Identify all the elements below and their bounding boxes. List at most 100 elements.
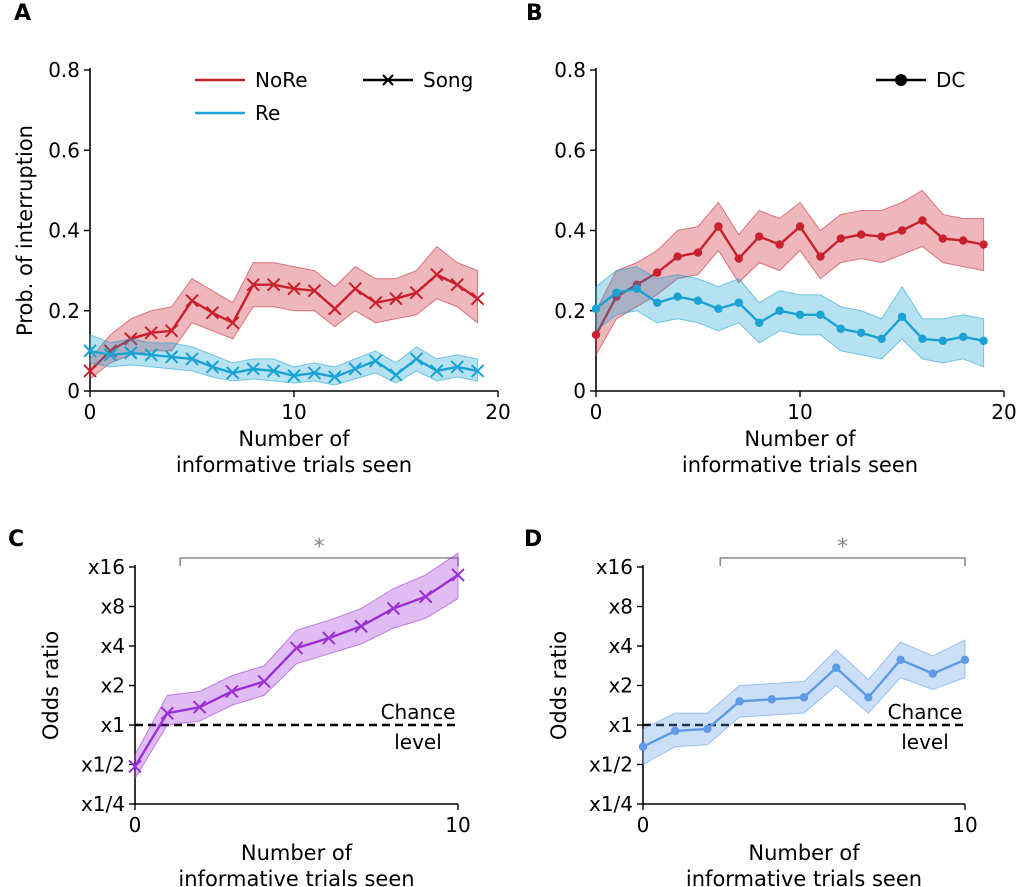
y-tick-label: x16 bbox=[596, 555, 633, 579]
panel-letter: A bbox=[14, 1, 31, 26]
data-point bbox=[287, 369, 301, 383]
data-point bbox=[328, 370, 342, 384]
data-point bbox=[225, 684, 239, 699]
x-tick-label: 0 bbox=[84, 400, 97, 424]
data-point bbox=[386, 601, 401, 616]
data-point bbox=[632, 284, 641, 293]
data-point bbox=[836, 324, 845, 334]
data-point bbox=[368, 296, 383, 310]
data-point bbox=[857, 328, 866, 338]
series-band bbox=[89, 334, 479, 386]
x-tick-label: 20 bbox=[991, 400, 1016, 424]
x-axis-label: Number of bbox=[238, 427, 350, 451]
x-tick-label: 0 bbox=[129, 813, 142, 837]
data-point bbox=[735, 697, 744, 706]
y-tick-label: x1/4 bbox=[589, 792, 633, 816]
data-point bbox=[591, 330, 601, 340]
data-point bbox=[348, 362, 362, 376]
chance-label: level bbox=[394, 730, 442, 754]
data-point bbox=[83, 364, 97, 378]
y-tick-label: x1/2 bbox=[81, 753, 125, 777]
series-band bbox=[642, 639, 966, 766]
y-tick-label: 0.4 bbox=[554, 219, 586, 243]
data-point bbox=[205, 306, 220, 320]
significance-star: * bbox=[837, 535, 848, 560]
y-tick-label: 0.6 bbox=[554, 138, 586, 162]
data-point bbox=[205, 360, 220, 374]
significance-star: * bbox=[314, 535, 325, 560]
data-point bbox=[714, 222, 723, 231]
data-point bbox=[693, 296, 703, 305]
x-tick-label: 10 bbox=[787, 400, 812, 424]
y-tick-label: x8 bbox=[100, 595, 125, 619]
data-point bbox=[328, 302, 342, 316]
data-point bbox=[836, 234, 845, 243]
x-axis-label: informative trials seen bbox=[178, 867, 414, 887]
y-axis-label: Prob. of interruption bbox=[13, 125, 37, 336]
data-point bbox=[734, 298, 743, 307]
x-tick-label: 20 bbox=[485, 400, 510, 424]
data-point bbox=[83, 344, 97, 358]
y-tick-label: x2 bbox=[608, 674, 633, 698]
y-tick-label: 0.4 bbox=[48, 219, 80, 243]
data-point bbox=[185, 352, 199, 366]
y-axis-label: Odds ratio bbox=[39, 631, 63, 740]
y-tick-label: x1/4 bbox=[81, 792, 125, 816]
y-tick-label: 0.2 bbox=[554, 299, 586, 323]
x-axis-label: informative trials seen bbox=[176, 453, 412, 477]
legend-label: NoRe bbox=[255, 68, 308, 92]
data-point bbox=[409, 352, 424, 366]
y-tick-label: x1 bbox=[100, 713, 125, 737]
data-point bbox=[816, 310, 825, 319]
data-point bbox=[775, 306, 784, 315]
data-point bbox=[671, 726, 680, 736]
x-axis-label: informative trials seen bbox=[682, 453, 918, 477]
series-band bbox=[595, 189, 985, 357]
data-point bbox=[322, 631, 336, 645]
data-point bbox=[979, 240, 988, 249]
data-point bbox=[307, 283, 322, 298]
data-point bbox=[470, 292, 485, 306]
data-point bbox=[185, 294, 199, 308]
data-point bbox=[693, 248, 703, 257]
legend-marker bbox=[382, 74, 394, 86]
data-point bbox=[287, 281, 301, 296]
data-point bbox=[144, 326, 158, 340]
panel-letter: C bbox=[8, 527, 24, 552]
data-point bbox=[714, 304, 723, 313]
data-point bbox=[734, 254, 743, 263]
data-point bbox=[816, 252, 825, 261]
chance-label: level bbox=[901, 730, 949, 754]
y-axis-label: Odds ratio bbox=[547, 631, 571, 740]
data-point bbox=[418, 589, 433, 604]
y-tick-label: x8 bbox=[608, 595, 633, 619]
x-axis-label: Number of bbox=[748, 841, 860, 865]
data-point bbox=[638, 742, 648, 751]
y-tick-label: x1/2 bbox=[589, 753, 633, 777]
data-point bbox=[246, 277, 260, 292]
y-tick-label: x4 bbox=[100, 634, 125, 658]
data-point bbox=[164, 350, 179, 364]
data-point bbox=[979, 336, 988, 346]
data-point bbox=[960, 655, 970, 665]
y-tick-label: 0.6 bbox=[48, 138, 80, 162]
legend-label: DC bbox=[936, 68, 965, 92]
data-point bbox=[409, 285, 424, 300]
y-tick-label: x4 bbox=[608, 634, 633, 658]
data-point bbox=[389, 368, 403, 382]
y-tick-label: 0.2 bbox=[48, 299, 80, 323]
x-tick-label: 0 bbox=[637, 813, 650, 837]
data-point bbox=[832, 663, 841, 672]
x-tick-label: 10 bbox=[952, 813, 977, 837]
data-point bbox=[164, 324, 179, 338]
data-point bbox=[938, 336, 947, 346]
data-point bbox=[612, 288, 621, 297]
legend-label: Song bbox=[423, 68, 473, 92]
y-tick-label: 0 bbox=[573, 379, 586, 403]
data-point bbox=[430, 267, 444, 282]
data-point bbox=[897, 226, 907, 235]
data-point bbox=[368, 354, 383, 368]
y-tick-label: x2 bbox=[100, 674, 125, 698]
data-point bbox=[775, 240, 784, 249]
data-point bbox=[348, 281, 362, 296]
